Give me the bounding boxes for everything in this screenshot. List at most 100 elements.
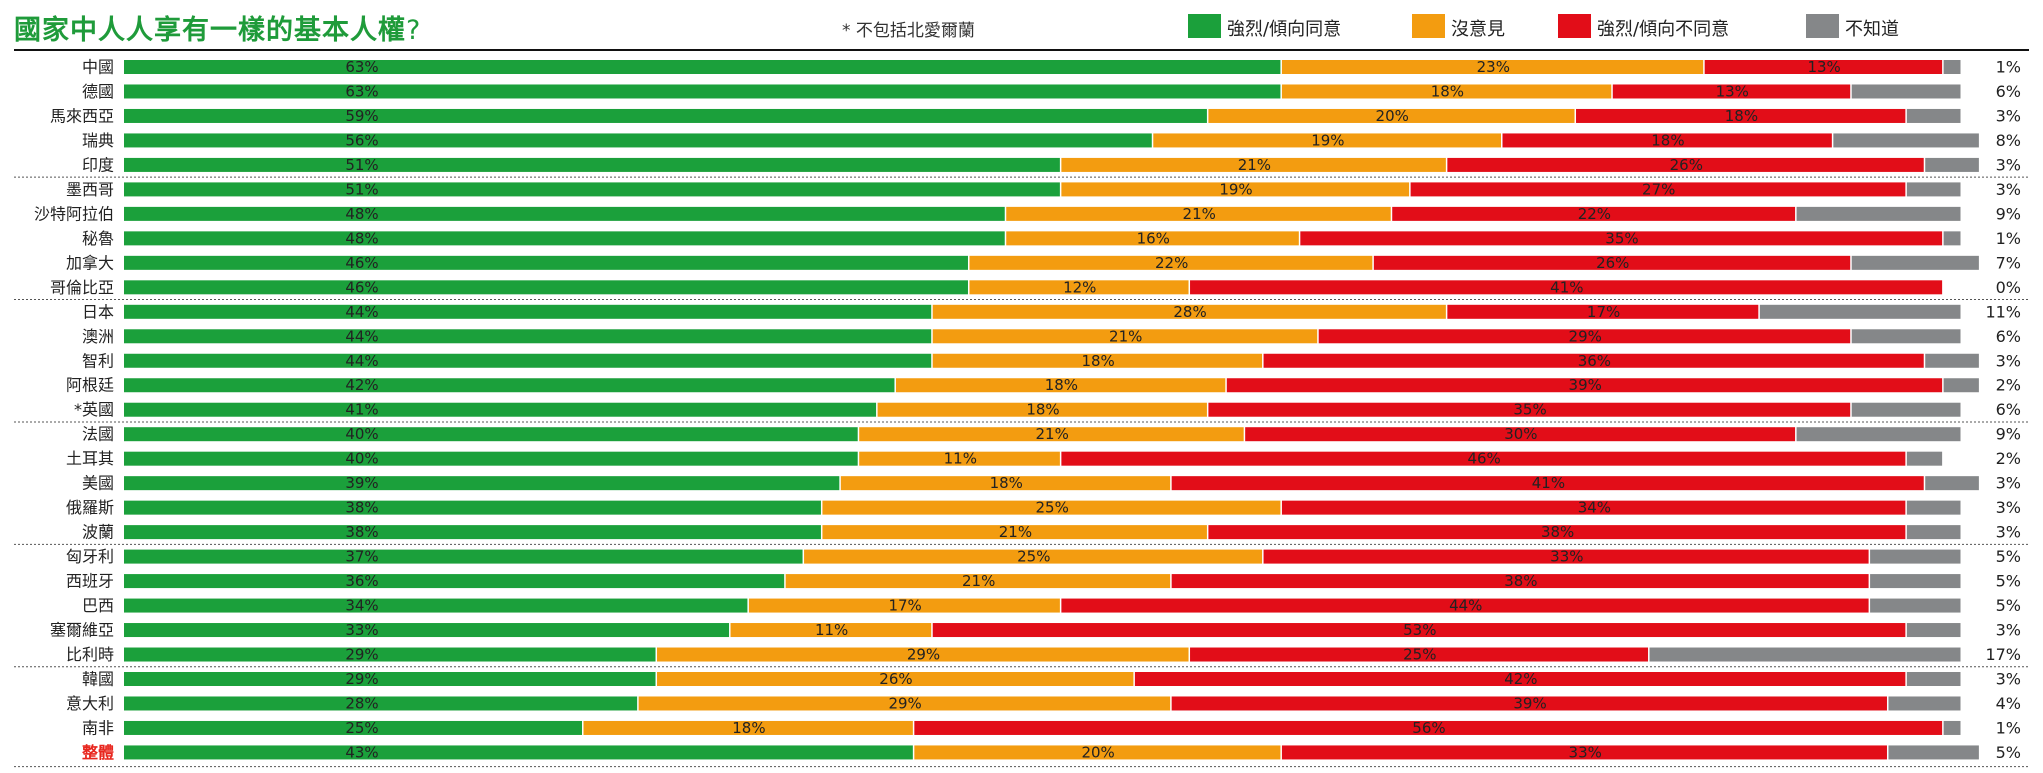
value-label-dont-know: 17%	[1985, 645, 2021, 664]
value-label-dont-know: 5%	[1996, 596, 2021, 615]
value-label-agree: 36%	[345, 572, 378, 590]
value-label-disagree: 26%	[1670, 156, 1703, 174]
country-label: 哥倫比亞	[50, 278, 114, 297]
value-label-agree: 40%	[345, 425, 378, 443]
bar-segment-dont-know	[1888, 745, 1979, 760]
value-label-dont-know: 6%	[1996, 82, 2021, 101]
value-label-disagree: 33%	[1569, 743, 1602, 761]
bar-segment-neutral	[877, 402, 1207, 417]
value-label-neutral: 17%	[888, 597, 921, 615]
chart-title-question-mark: ?	[406, 15, 421, 46]
value-label-disagree: 34%	[1578, 499, 1611, 517]
bar-segment-neutral	[859, 451, 1060, 466]
bar-segment-agree	[124, 720, 582, 735]
bar-segment-neutral	[895, 378, 1226, 393]
country-label: 德國	[82, 82, 114, 101]
value-label-dont-know: 3%	[1996, 474, 2021, 493]
bar-segment-neutral	[914, 745, 1281, 760]
value-label-disagree: 39%	[1569, 376, 1602, 394]
bar-segment-agree	[124, 745, 913, 760]
bar-segment-agree	[124, 549, 803, 564]
country-label: 南非	[82, 718, 114, 737]
value-label-agree: 44%	[345, 352, 378, 370]
value-label-disagree: 41%	[1550, 278, 1583, 296]
value-label-neutral: 16%	[1137, 229, 1170, 247]
value-label-disagree: 13%	[1807, 58, 1840, 76]
value-label-disagree: 53%	[1403, 621, 1436, 639]
bar-segment-neutral	[1061, 182, 1410, 197]
bar-segment-disagree	[1171, 696, 1887, 711]
bar-segment-disagree	[1061, 598, 1869, 613]
bar-segment-agree	[124, 231, 1005, 246]
bar-segment-agree	[124, 574, 785, 589]
value-label-disagree: 22%	[1578, 205, 1611, 223]
value-label-dont-know: 11%	[1985, 302, 2021, 321]
bar-segment-disagree	[1171, 476, 1924, 491]
bar-segment-dont-know	[1906, 623, 1961, 638]
value-label-neutral: 18%	[1026, 401, 1059, 419]
bar-segment-neutral	[822, 525, 1207, 540]
bar-segment-dont-know	[1851, 402, 1961, 417]
chart-title-block: 國家中人人享有一樣的基本人權?	[14, 8, 420, 46]
value-label-disagree: 38%	[1541, 523, 1574, 541]
country-label: 中國	[82, 58, 114, 77]
bar-segment-agree	[124, 672, 656, 686]
value-label-dont-know: 7%	[1996, 253, 2021, 272]
bar-segment-disagree	[1281, 500, 1906, 515]
bar-segment-disagree	[1263, 353, 1924, 368]
bar-segment-neutral	[932, 304, 1446, 319]
legend-swatch-agree	[1188, 14, 1221, 38]
value-label-disagree: 33%	[1550, 548, 1583, 566]
bar-segment-neutral	[859, 427, 1244, 442]
bar-segment-dont-know	[1943, 60, 1961, 74]
legend-label-disagree: 強烈/傾向不同意	[1597, 19, 1730, 40]
bar-segment-dont-know	[1906, 451, 1943, 466]
country-label: 美國	[82, 474, 114, 493]
bar-segment-agree	[124, 525, 821, 540]
bar-segment-agree	[124, 108, 1207, 123]
bar-segment-dont-know	[1796, 206, 1961, 221]
bar-segment-neutral	[932, 329, 1318, 344]
bar-segment-agree	[124, 696, 638, 711]
bar-segment-dont-know	[1870, 574, 1961, 589]
value-label-dont-know: 0%	[1996, 278, 2021, 297]
bar-segment-dont-know	[1943, 720, 1961, 735]
value-label-agree: 29%	[345, 670, 378, 688]
bar-segment-agree	[124, 598, 748, 613]
bar-segment-disagree	[1061, 451, 1906, 466]
value-label-agree: 59%	[345, 107, 378, 125]
country-label: 日本	[82, 302, 114, 321]
value-label-neutral: 21%	[1036, 425, 1069, 443]
bar-segment-neutral	[969, 255, 1373, 270]
value-label-dont-know: 8%	[1996, 131, 2021, 150]
country-label: 馬來西亞	[50, 106, 114, 125]
bar-segment-disagree	[1134, 672, 1906, 686]
bar-segment-neutral	[1281, 60, 1704, 74]
country-label: 巴西	[82, 596, 114, 615]
value-label-dont-know: 3%	[1996, 498, 2021, 517]
value-label-disagree: 18%	[1651, 131, 1684, 149]
legend-label-neutral: 沒意見	[1451, 19, 1505, 40]
bar-segment-disagree	[1410, 182, 1906, 197]
value-label-neutral: 20%	[1081, 743, 1114, 761]
country-label: 整體	[81, 743, 114, 762]
value-label-agree: 63%	[345, 82, 378, 100]
bar-segment-dont-know	[1851, 84, 1961, 99]
bar-segment-agree	[124, 647, 656, 662]
country-label: 比利時	[66, 645, 114, 664]
bar-segment-agree	[124, 476, 840, 491]
value-label-agree: 56%	[345, 131, 378, 149]
country-label: 西班牙	[66, 572, 114, 591]
bar-segment-disagree	[1171, 574, 1869, 589]
bar-segment-disagree	[1612, 84, 1851, 99]
bar-segment-agree	[124, 623, 730, 638]
bar-segment-agree	[124, 378, 895, 393]
value-label-agree: 51%	[345, 180, 378, 198]
bar-segment-disagree	[1226, 378, 1943, 393]
bar-segment-dont-know	[1906, 672, 1961, 686]
country-label: 俄羅斯	[66, 498, 114, 517]
value-label-neutral: 25%	[1017, 548, 1050, 566]
bar-segment-agree	[124, 84, 1281, 99]
value-label-dont-know: 6%	[1996, 400, 2021, 419]
bar-segment-disagree	[1208, 525, 1906, 540]
